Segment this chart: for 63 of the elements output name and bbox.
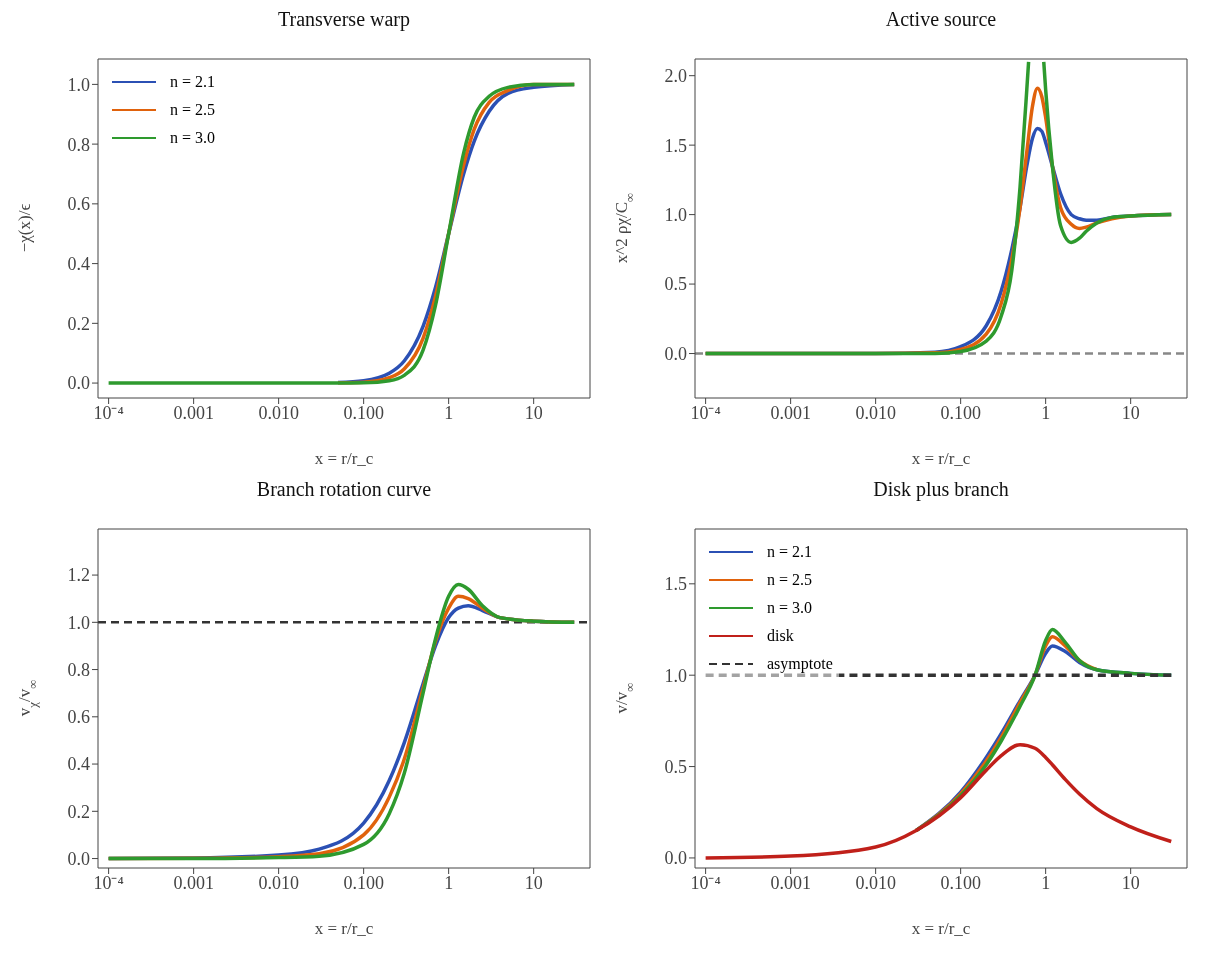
y-tick-label: 0.6: [67, 194, 90, 215]
legend-label: n = 3.0: [170, 129, 216, 147]
x-tick-label: 1: [1041, 872, 1051, 893]
x-axis-title: x = r/r_c: [314, 919, 374, 938]
y-tick-label: 2.0: [664, 66, 687, 87]
y-tick-label: 0.8: [67, 134, 90, 155]
y-tick-label: 0.0: [67, 848, 90, 869]
x-tick-label: 10: [1121, 402, 1140, 423]
y-tick-label: 0.4: [67, 253, 90, 274]
x-tick-label: 0.001: [770, 402, 811, 423]
y-tick-label: 0.5: [664, 756, 687, 777]
y-tick-label: 0.4: [67, 754, 90, 775]
x-tick-label: 10: [1121, 872, 1140, 893]
x-tick-label: 10⁻⁴: [690, 402, 721, 423]
x-tick-label: 0.010: [855, 402, 896, 423]
x-axis-title: x = r/r_c: [911, 449, 971, 468]
y-axis-title: −χ(x)/ϵ: [15, 203, 34, 253]
x-tick-label: 10: [524, 402, 543, 423]
legend-label: n = 2.1: [767, 543, 813, 561]
y-tick-label: 1.0: [664, 665, 687, 686]
x-tick-label: 10⁻⁴: [93, 402, 124, 423]
x-tick-label: 0.100: [940, 402, 981, 423]
y-tick-label: 0.2: [67, 313, 90, 334]
y-tick-label: 1.0: [67, 74, 90, 95]
x-tick-label: 1: [444, 402, 454, 423]
x-tick-label: 0.010: [258, 872, 299, 893]
legend-label: disk: [767, 627, 794, 645]
x-tick-label: 0.001: [173, 872, 214, 893]
x-tick-label: 0.010: [855, 872, 896, 893]
y-tick-label: 0.0: [664, 343, 687, 364]
x-tick-label: 1: [1041, 402, 1051, 423]
x-tick-label: 0.100: [343, 402, 384, 423]
chart-title: Transverse warp: [277, 8, 411, 31]
y-tick-label: 0.5: [664, 274, 687, 295]
chart-title: Disk plus branch: [872, 478, 1010, 501]
legend-label: n = 2.1: [170, 73, 216, 91]
y-tick-label: 0.2: [67, 801, 90, 822]
legend-label: n = 2.5: [767, 571, 813, 589]
y-tick-label: 0.0: [664, 848, 687, 869]
y-tick-label: 1.0: [67, 612, 90, 633]
chart-title: Branch rotation curve: [255, 478, 433, 501]
x-axis-title: x = r/r_c: [911, 919, 971, 938]
legend-label: asymptote: [767, 655, 833, 673]
y-tick-label: 1.2: [67, 565, 90, 586]
legend-label: n = 3.0: [767, 599, 813, 617]
x-tick-label: 10: [524, 872, 543, 893]
x-axis-title: x = r/r_c: [314, 449, 374, 468]
y-tick-label: 1.5: [664, 574, 687, 595]
y-tick-label: 0.6: [67, 707, 90, 728]
y-tick-label: 0.0: [67, 373, 90, 394]
y-tick-label: 1.0: [664, 205, 687, 225]
x-tick-label: 10⁻⁴: [690, 872, 721, 893]
x-tick-label: 1: [444, 872, 454, 893]
y-tick-label: 1.5: [664, 135, 687, 156]
x-tick-label: 0.001: [770, 872, 811, 893]
x-tick-label: 0.010: [258, 402, 299, 423]
y-tick-label: 0.8: [67, 659, 90, 680]
chart-title: Active source: [884, 8, 998, 31]
x-tick-label: 0.100: [343, 872, 384, 893]
x-tick-label: 10⁻⁴: [93, 872, 124, 893]
x-tick-label: 0.001: [173, 402, 214, 423]
legend-label: n = 2.5: [170, 101, 216, 119]
x-tick-label: 0.100: [940, 872, 981, 893]
